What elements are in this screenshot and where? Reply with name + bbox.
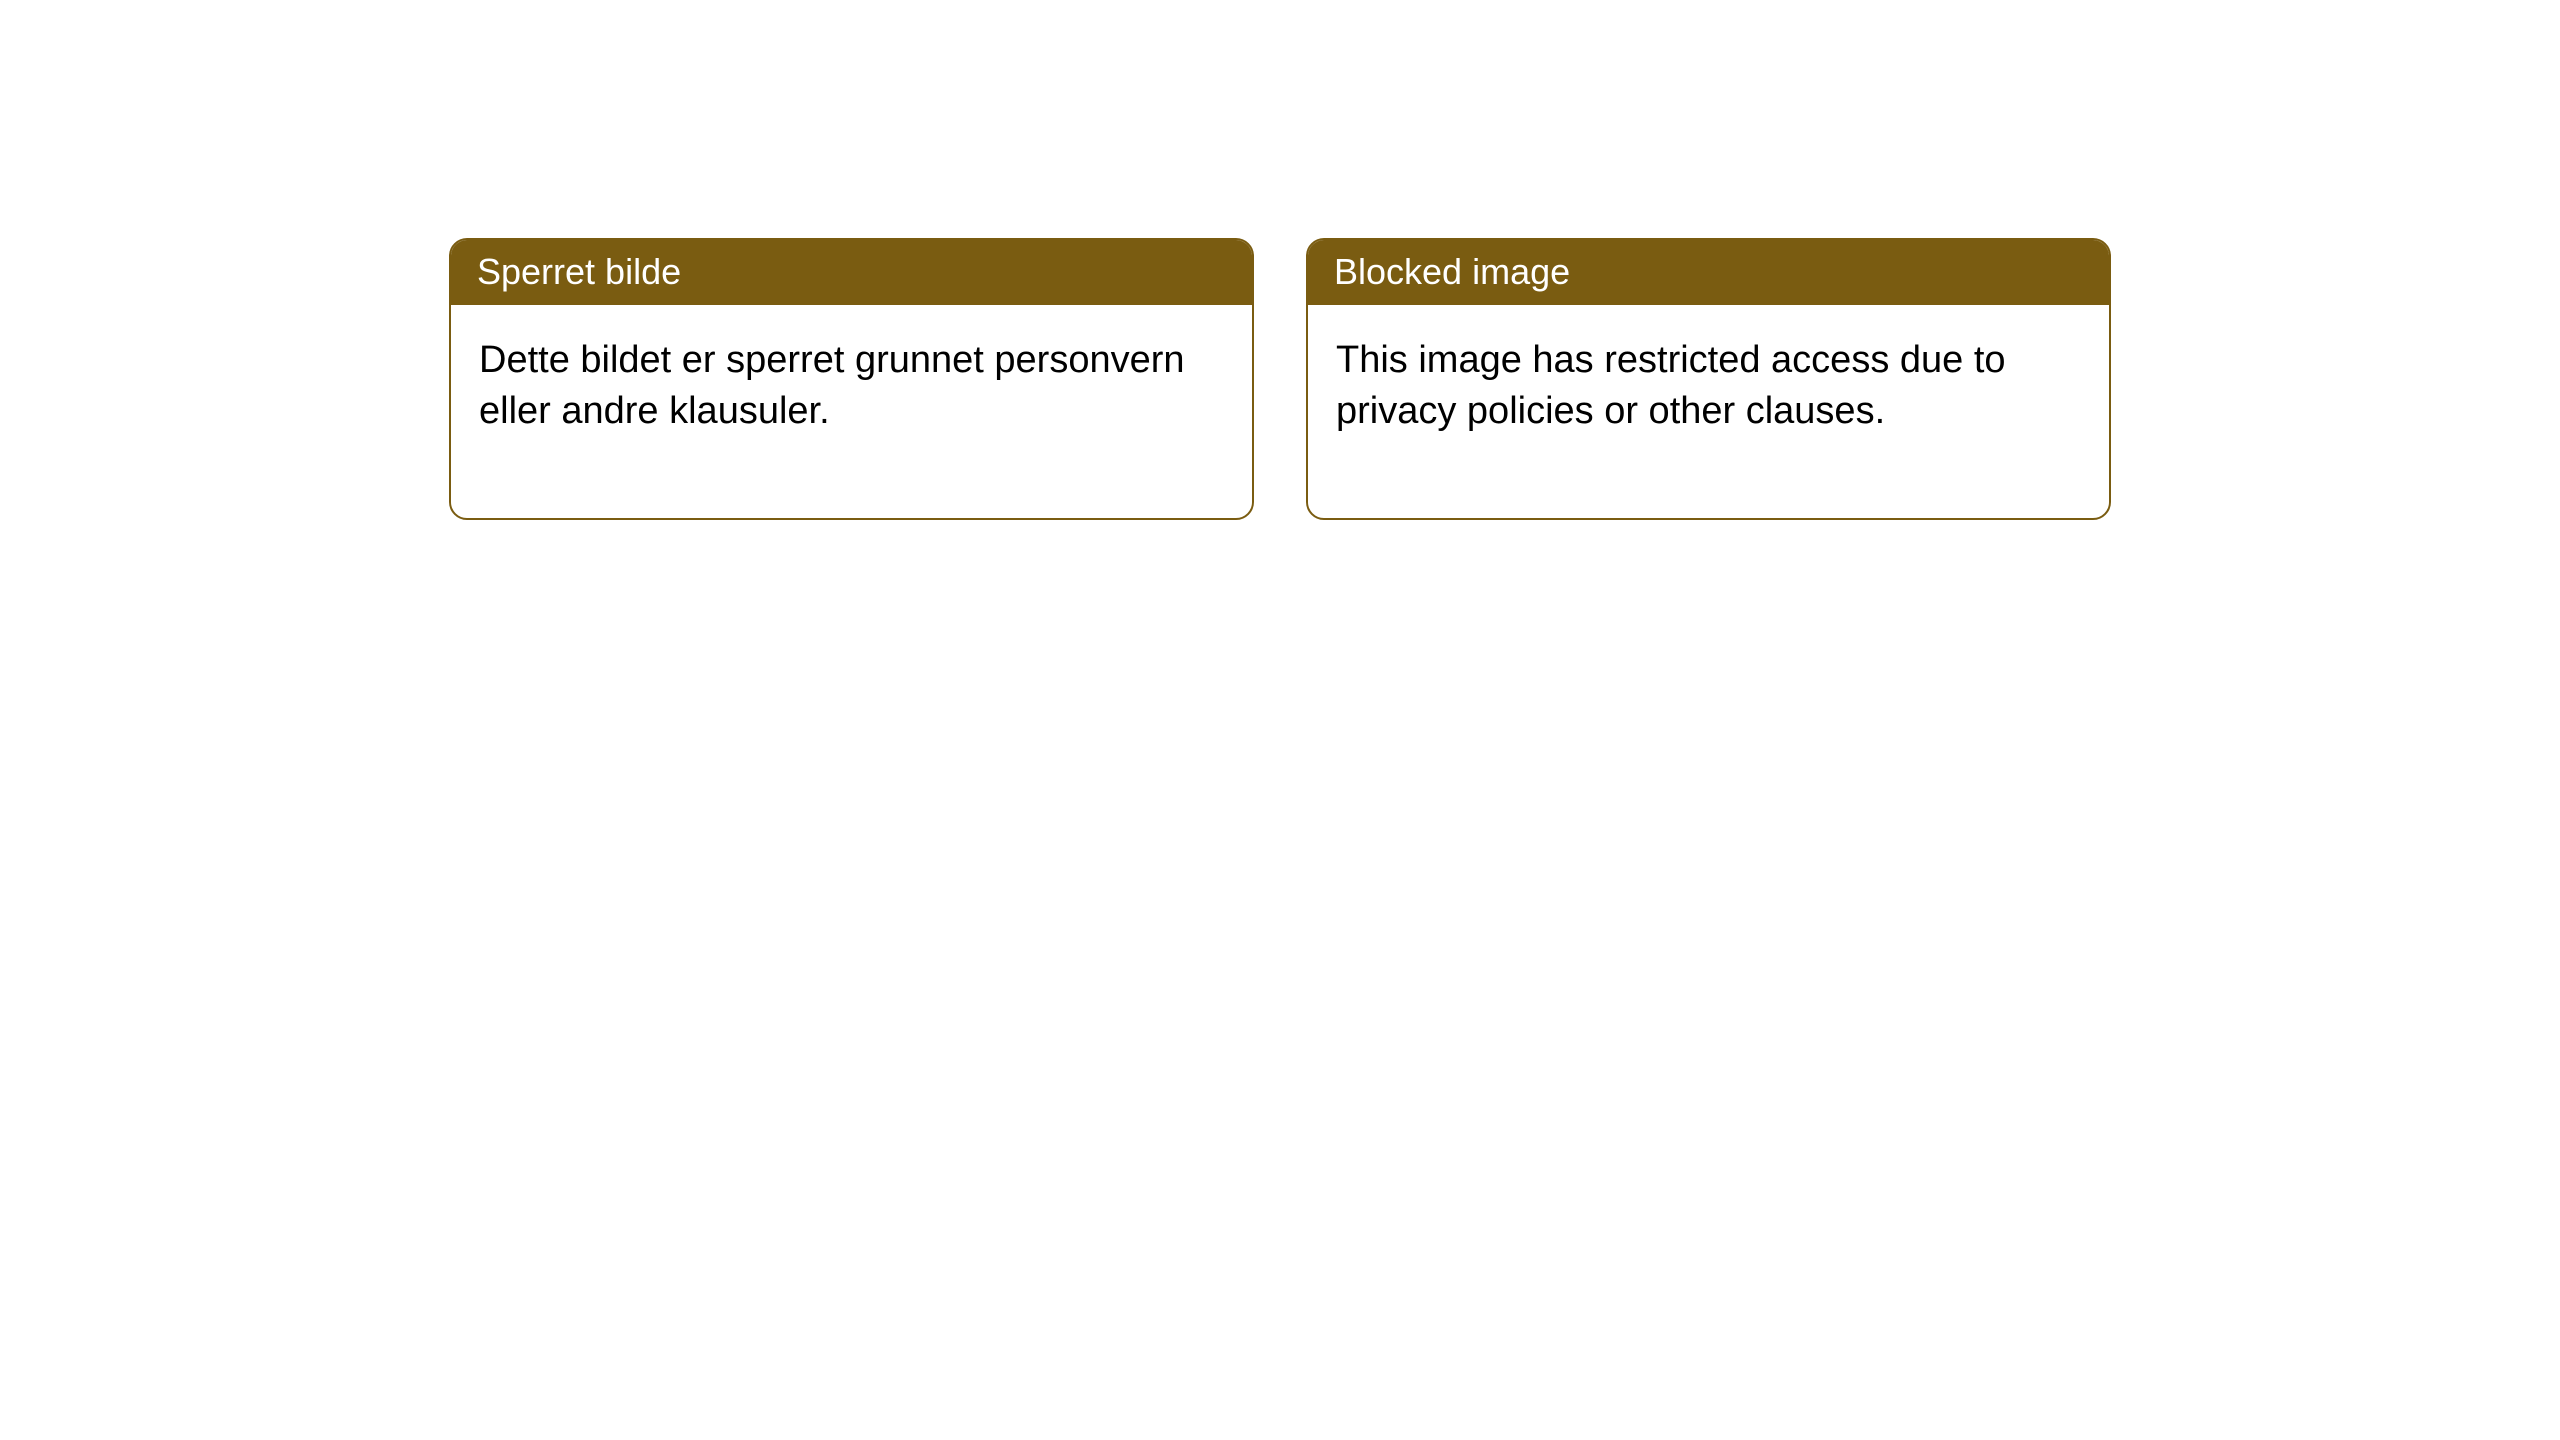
notice-card-no: Sperret bilde Dette bildet er sperret gr… [449,238,1254,520]
notice-body-no: Dette bildet er sperret grunnet personve… [451,305,1252,518]
notice-text: This image has restricted access due to … [1336,339,2006,432]
notice-body-en: This image has restricted access due to … [1308,305,2109,518]
notice-text: Dette bildet er sperret grunnet personve… [479,339,1185,432]
notice-card-en: Blocked image This image has restricted … [1306,238,2111,520]
notice-title: Sperret bilde [477,251,681,292]
notice-container: Sperret bilde Dette bildet er sperret gr… [0,0,2560,520]
notice-header-en: Blocked image [1308,240,2109,305]
notice-header-no: Sperret bilde [451,240,1252,305]
notice-title: Blocked image [1334,251,1570,292]
